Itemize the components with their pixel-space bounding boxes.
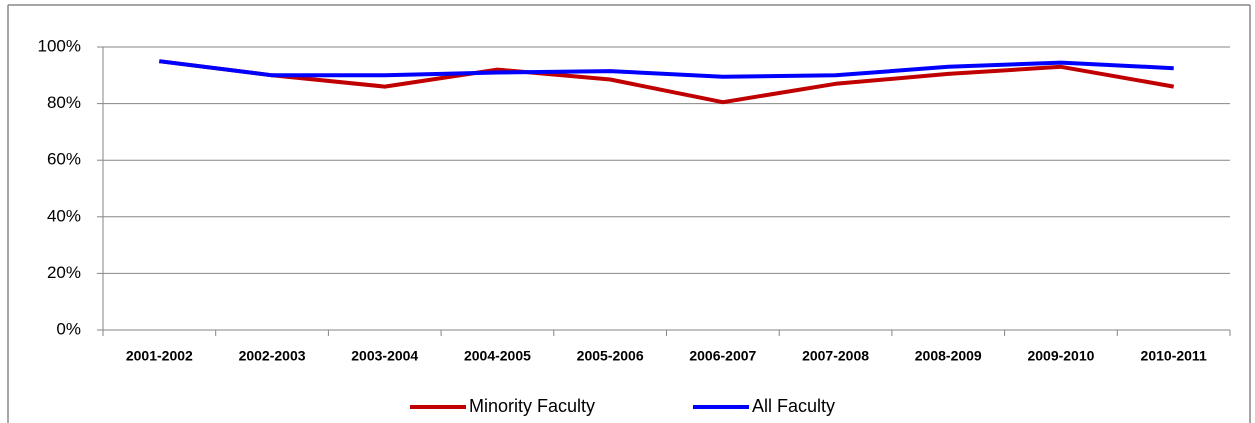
x-tick-label: 2003-2004 xyxy=(351,348,418,364)
series-line xyxy=(159,59,1174,79)
x-tick-label: 2001-2002 xyxy=(126,348,193,364)
y-tick-label: 100% xyxy=(38,36,81,55)
y-tick-label: 20% xyxy=(47,263,81,282)
x-tick-label: 2002-2003 xyxy=(239,348,306,364)
x-tick-label: 2009-2010 xyxy=(1027,348,1094,364)
y-tick-label: 40% xyxy=(47,206,81,225)
legend-label: All Faculty xyxy=(752,396,835,416)
x-tick-label: 2008-2009 xyxy=(915,348,982,364)
x-tick-label: 2007-2008 xyxy=(802,348,869,364)
x-tick-label: 2004-2005 xyxy=(464,348,531,364)
y-tick-label: 60% xyxy=(47,150,81,169)
x-tick-label: 2010-2011 xyxy=(1141,348,1207,364)
y-tick-label: 0% xyxy=(56,319,81,338)
series-line xyxy=(159,59,1175,105)
y-tick-label: 80% xyxy=(47,93,81,112)
x-tick-label: 2006-2007 xyxy=(689,348,756,364)
legend-label: Minority Faculty xyxy=(469,396,595,416)
x-tick-label: 2005-2006 xyxy=(577,348,644,364)
